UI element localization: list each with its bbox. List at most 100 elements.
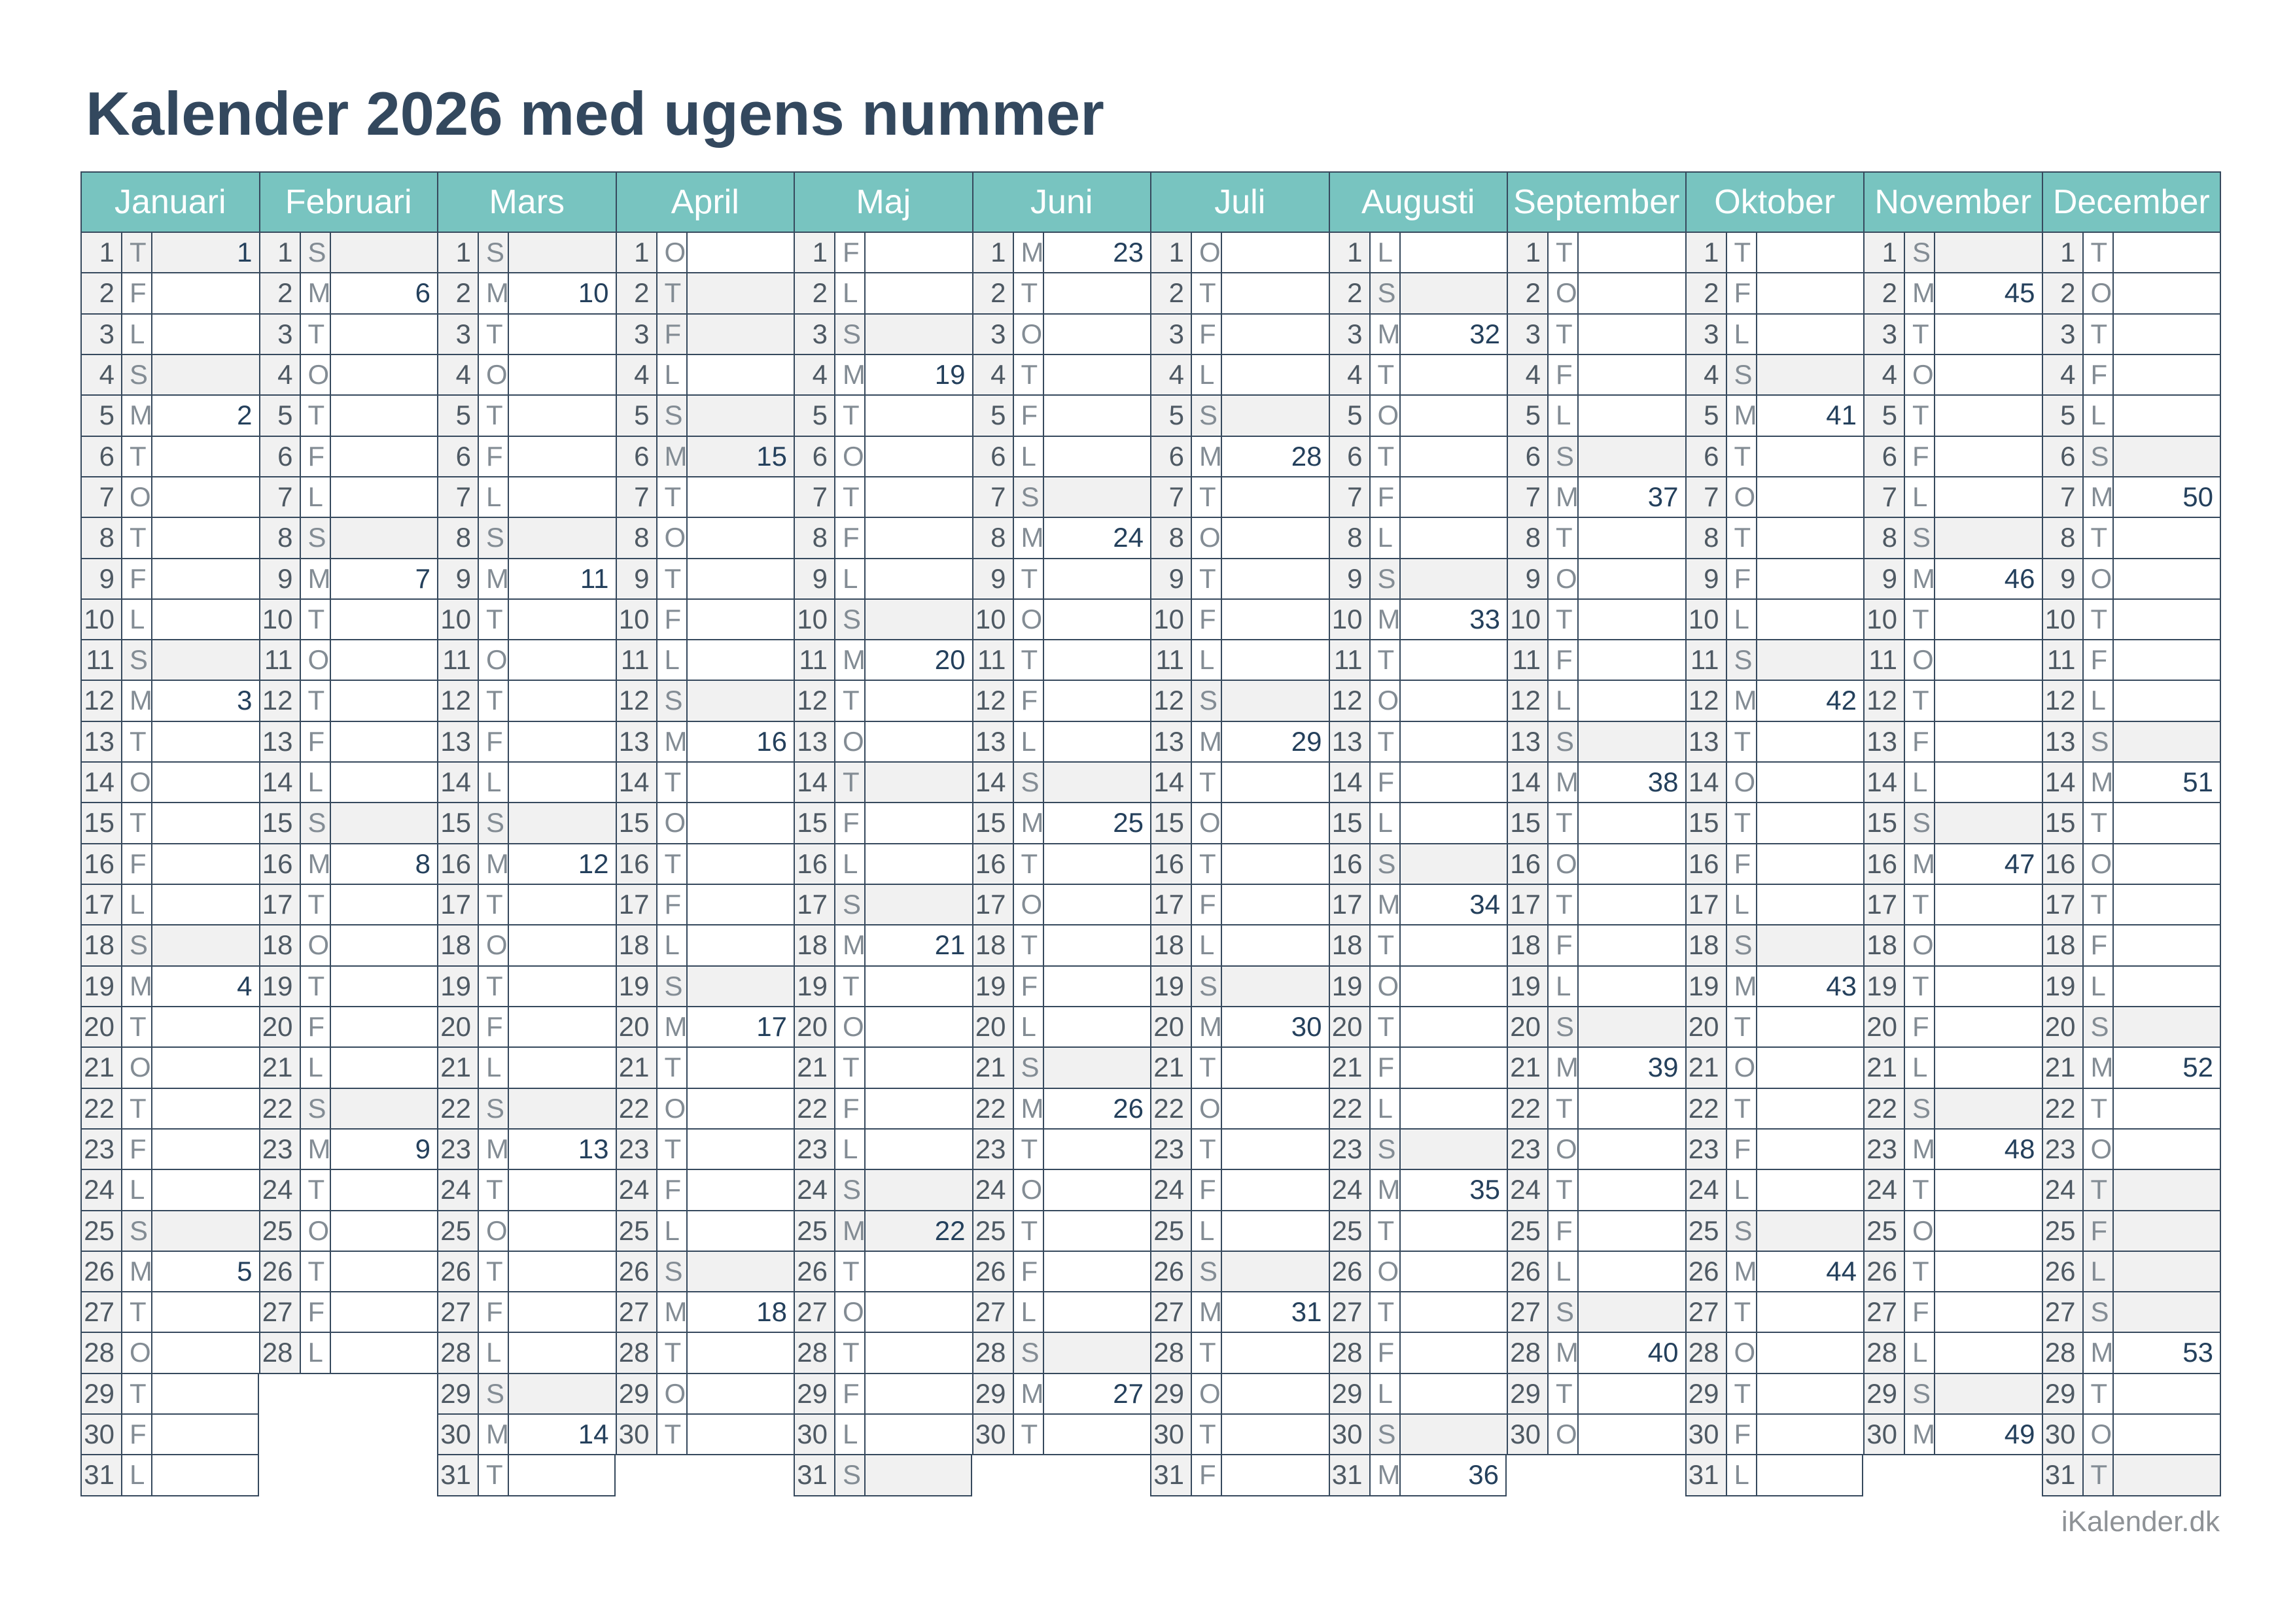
day-number: 30 xyxy=(1686,1415,1727,1455)
day-number: 12 xyxy=(1865,681,1905,721)
day-number: 26 xyxy=(1686,1251,1727,1292)
day-row: 19 F xyxy=(973,966,1150,1007)
weekday-letter: T xyxy=(1727,1007,1757,1047)
weekday-letter: T xyxy=(122,721,152,762)
day-number: 1 xyxy=(1508,233,1549,273)
weekday-letter: L xyxy=(835,273,866,313)
week-number xyxy=(1757,1089,1864,1128)
weekday-letter: T xyxy=(1727,518,1757,558)
day-row: 28 S xyxy=(973,1333,1150,1374)
week-number xyxy=(1222,1251,1329,1292)
month-header: Juli xyxy=(1151,171,1329,233)
weekday-letter: T xyxy=(657,844,688,884)
day-row: 16 T xyxy=(1151,844,1329,885)
weekday-letter: O xyxy=(657,1088,688,1128)
weekday-letter: F xyxy=(835,518,866,558)
weekday-letter: T xyxy=(2084,599,2114,640)
week-number xyxy=(331,437,438,476)
week-number xyxy=(152,640,259,680)
week-number xyxy=(331,925,438,965)
week-number xyxy=(1222,640,1329,680)
day-number: 27 xyxy=(1508,1292,1549,1332)
day-row: 17 T xyxy=(260,885,437,926)
day-row: 24 S xyxy=(795,1170,972,1211)
weekday-letter: M xyxy=(479,559,509,598)
weekday-letter: T xyxy=(1192,1129,1222,1169)
week-number xyxy=(866,559,972,598)
week-number xyxy=(1757,1333,1864,1372)
day-row: 24 T xyxy=(260,1170,437,1211)
week-number: 41 xyxy=(1826,400,1857,431)
weekday-letter: T xyxy=(1727,1292,1757,1332)
day-number: 25 xyxy=(82,1211,122,1251)
day-row: 12 L xyxy=(2042,681,2220,722)
day-number: 17 xyxy=(616,885,657,925)
weekday-letter: S xyxy=(2083,436,2114,476)
weekday-letter: L xyxy=(122,1170,152,1210)
weekday-letter: L xyxy=(2084,681,2114,721)
day-number: 20 xyxy=(438,1007,479,1047)
week-number xyxy=(1935,1252,2042,1291)
month-header: April xyxy=(616,171,794,233)
day-number: 29 xyxy=(1508,1373,1549,1414)
day-row: 13 M 16 xyxy=(616,721,794,763)
week-number: 44 xyxy=(1826,1255,1857,1287)
weekday-letter: S xyxy=(1726,640,1757,680)
week-number xyxy=(2114,600,2220,639)
day-row: 22 M 26 xyxy=(973,1088,1150,1130)
day-row: 13 F xyxy=(1865,721,2042,763)
day-number: 20 xyxy=(1151,1007,1192,1047)
week-number xyxy=(1222,925,1329,965)
weekday-letter: F xyxy=(1192,1455,1222,1495)
day-row: 22 O xyxy=(616,1088,794,1130)
week-number xyxy=(1044,1170,1151,1209)
week-number xyxy=(509,925,616,965)
day-row: 11 T xyxy=(973,640,1150,682)
week-number xyxy=(1757,559,1864,598)
weekday-letter: S xyxy=(1013,477,1044,517)
day-row: 10 S xyxy=(795,599,972,641)
week-number: 28 xyxy=(1291,440,1322,472)
day-number: 15 xyxy=(1865,803,1905,843)
week-number xyxy=(152,803,259,842)
weekday-letter: O xyxy=(1192,233,1222,273)
day-number: 21 xyxy=(1329,1048,1371,1088)
weekday-letter: F xyxy=(1549,640,1579,680)
day-row: 18 O xyxy=(1865,925,2042,967)
day-number: 24 xyxy=(1329,1170,1371,1210)
week-number xyxy=(1222,559,1329,598)
day-row: 10 L xyxy=(1686,599,1863,641)
month-header: Augusti xyxy=(1329,171,1507,233)
weekday-letter: O xyxy=(657,803,688,843)
weekday-letter: F xyxy=(1192,1170,1222,1210)
day-row: 18 F xyxy=(1508,925,1685,967)
month-header: September xyxy=(1508,171,1685,233)
weekday-letter: F xyxy=(835,1088,866,1128)
day-number: 19 xyxy=(616,966,657,1006)
weekday-letter: T xyxy=(1014,559,1044,598)
weekday-letter: M xyxy=(479,1415,509,1455)
weekday-letter: S xyxy=(1370,844,1401,884)
weekday-letter: L xyxy=(301,763,331,803)
weekday-letter: O xyxy=(1727,1333,1757,1373)
weekday-letter: O xyxy=(479,1211,509,1251)
weekday-letter: M xyxy=(301,844,331,884)
week-number xyxy=(331,1048,438,1087)
day-number: 22 xyxy=(260,1088,301,1128)
weekday-letter: T xyxy=(2084,803,2114,843)
week-number xyxy=(509,1373,616,1414)
weekday-letter: M xyxy=(1371,885,1401,925)
week-number xyxy=(1222,1048,1329,1087)
weekday-letter: M xyxy=(835,925,866,965)
day-row: 20 T xyxy=(82,1007,259,1048)
week-number xyxy=(152,763,259,802)
week-number xyxy=(1044,1292,1151,1332)
weekday-letter: M xyxy=(122,966,152,1006)
day-number: 18 xyxy=(795,925,835,965)
weekday-letter: T xyxy=(1371,1007,1401,1047)
weekday-letter: S xyxy=(835,1455,866,1495)
